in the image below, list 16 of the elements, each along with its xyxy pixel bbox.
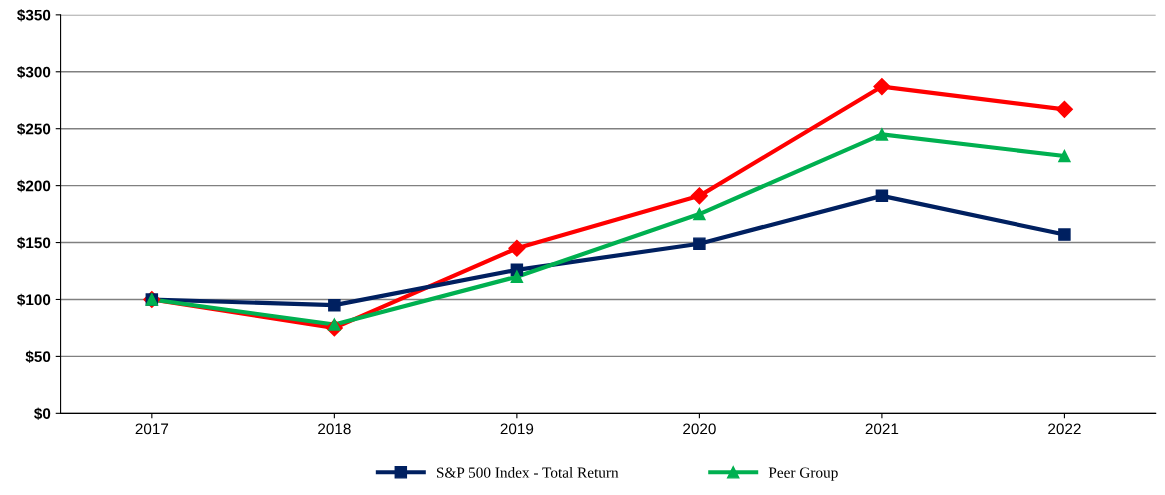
y-tick-label: $150 xyxy=(17,236,51,250)
x-tick-label: 2022 xyxy=(1048,423,1081,435)
x-tick-label: 2019 xyxy=(500,423,534,435)
x-tick-label: 2018 xyxy=(318,423,351,435)
y-tick-label: $250 xyxy=(17,122,51,136)
y-tick-label: $350 xyxy=(17,9,51,22)
y-tick-label: $300 xyxy=(17,65,51,79)
y-tick-label: $100 xyxy=(17,293,51,307)
legend-label: Peer Group xyxy=(768,467,838,481)
x-tick-label: 2017 xyxy=(135,423,169,435)
y-tick-label: $50 xyxy=(25,350,51,364)
x-tick-label: 2021 xyxy=(865,423,899,435)
x-tick-label: 2020 xyxy=(683,423,716,435)
y-tick-label: $0 xyxy=(34,407,51,420)
y-tick-label: $200 xyxy=(17,179,51,193)
legend-label: S&P 500 Index - Total Return xyxy=(436,467,619,478)
